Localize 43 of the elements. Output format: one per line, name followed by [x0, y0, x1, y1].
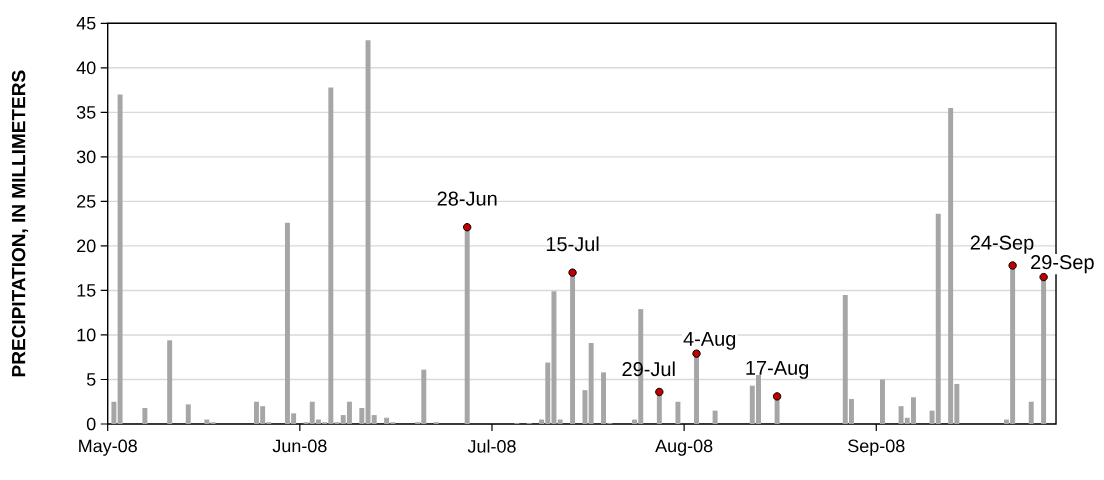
y-axis-title: PRECIPITATION, IN MILLIMETERS	[11, 70, 29, 377]
y-tick-label: 30	[76, 150, 96, 164]
bar	[185, 404, 191, 424]
bar	[117, 94, 123, 424]
x-tick-label: Sep-08	[848, 439, 905, 456]
x-tick-label: Jun-08	[272, 439, 327, 453]
annotation: 17-Aug	[746, 360, 809, 379]
bar	[142, 407, 148, 424]
bar	[675, 401, 681, 424]
y-tick-label: 0	[86, 417, 96, 431]
point	[655, 387, 664, 397]
y-tick-label: 10	[77, 328, 96, 342]
y-tick-label: 45	[76, 17, 96, 30]
bar	[359, 407, 365, 424]
bar	[204, 419, 210, 424]
annotation: 29-Sep	[1031, 255, 1094, 274]
bar	[879, 379, 885, 424]
point	[772, 392, 782, 401]
y-tick-label: 5	[86, 373, 96, 386]
y-tick-label: 20	[77, 239, 96, 253]
y-tick-label: 15	[77, 284, 96, 297]
y-tick-label: 40	[76, 61, 96, 75]
bar	[588, 342, 594, 424]
bar	[1028, 401, 1034, 424]
annotation: 24-Sep	[970, 235, 1034, 254]
annotation: 4-Aug	[683, 331, 736, 350]
y-tick-label: 35	[76, 105, 96, 119]
bar	[111, 401, 117, 424]
y-tick-label: 25	[77, 195, 96, 208]
point	[568, 268, 577, 277]
point	[462, 223, 472, 232]
annotation: 29-Jul	[622, 361, 675, 377]
bar	[582, 390, 588, 424]
x-tick-label: May-08	[79, 439, 137, 456]
bar	[557, 419, 563, 424]
bar	[371, 415, 377, 424]
x-tick-label: Aug-08	[655, 439, 713, 456]
annotation: 15-Jul	[546, 236, 599, 252]
bar	[712, 410, 718, 424]
point	[1008, 261, 1017, 270]
annotation: 28-Jun	[437, 191, 497, 206]
x-tick-label: Jul-08	[467, 439, 516, 453]
bar	[167, 340, 173, 424]
